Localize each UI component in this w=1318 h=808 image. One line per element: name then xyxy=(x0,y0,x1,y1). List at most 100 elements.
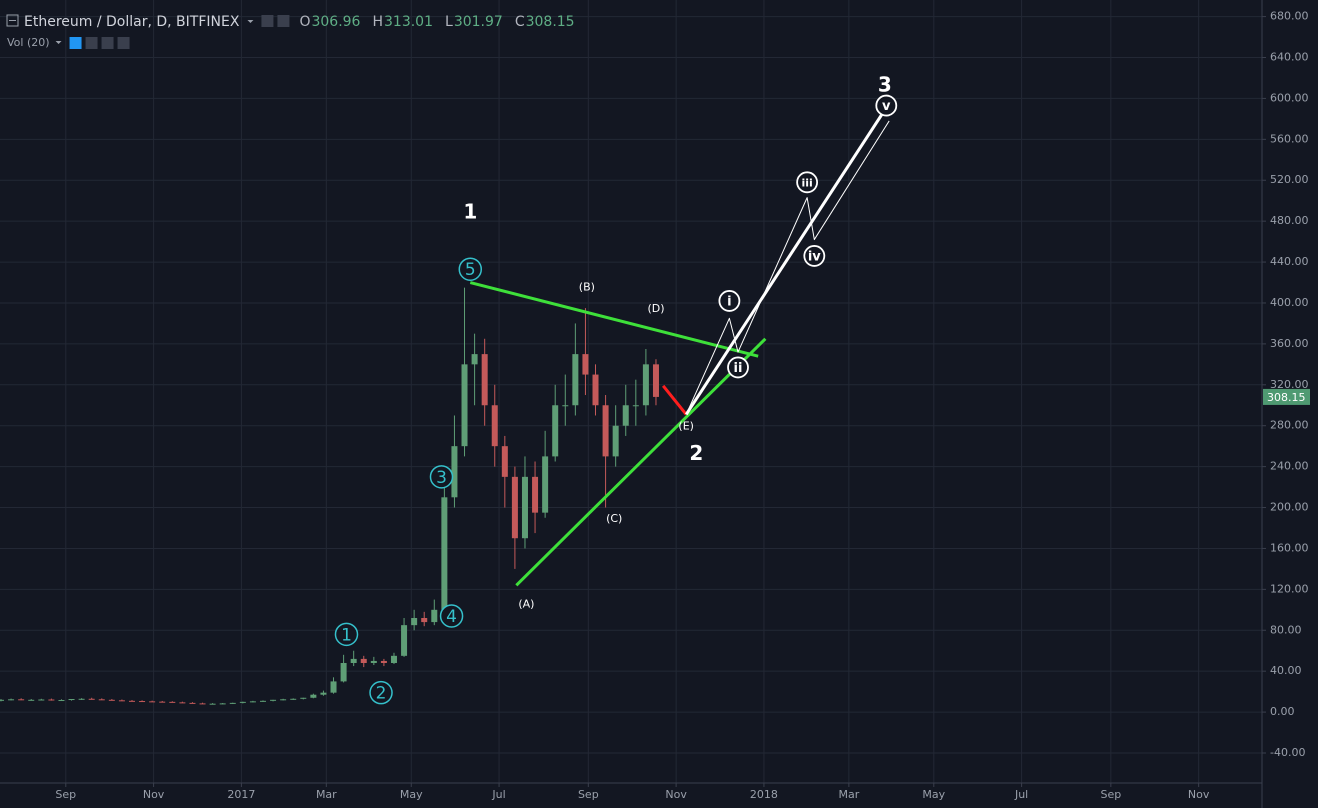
y-tick-label: -40.00 xyxy=(1270,746,1305,759)
candle-body xyxy=(521,476,528,539)
ohlc-key: L xyxy=(445,14,453,30)
candle-body xyxy=(58,700,65,702)
wave-label: 5 xyxy=(465,260,476,280)
wave-label: (C) xyxy=(606,512,622,525)
candle-body xyxy=(199,703,206,705)
header-icon[interactable] xyxy=(261,15,274,27)
candle-body xyxy=(108,699,115,701)
y-tick-label: 120.00 xyxy=(1270,582,1309,595)
y-tick-label: 560.00 xyxy=(1270,132,1309,145)
candle-body xyxy=(612,425,619,457)
indicator-icon[interactable] xyxy=(117,37,130,49)
trend-line xyxy=(515,337,767,587)
candle-body xyxy=(451,446,458,498)
x-tick-label: Sep xyxy=(55,788,76,801)
x-tick-label: Jul xyxy=(491,788,505,801)
y-tick-label: 680.00 xyxy=(1270,10,1309,23)
y-tick-label: 600.00 xyxy=(1270,91,1309,104)
wave-label: (D) xyxy=(647,302,664,315)
wave-circle xyxy=(796,171,819,194)
y-tick-label: 280.00 xyxy=(1270,419,1309,432)
candle-body xyxy=(149,701,156,703)
symbol: Ethereum / Dollar, D, BITFINEX xyxy=(24,14,240,30)
candle-body xyxy=(532,476,539,513)
candle-body xyxy=(139,701,146,703)
candle-body xyxy=(592,374,599,406)
wave-degree-label: 2 xyxy=(689,441,703,465)
candle-body xyxy=(632,405,639,407)
candle-body xyxy=(602,405,609,457)
x-tick-label: 2018 xyxy=(750,788,778,801)
candle-body xyxy=(8,699,15,701)
candle-body xyxy=(471,354,478,365)
x-tick-label: Mar xyxy=(316,788,337,801)
candle-body xyxy=(511,476,518,539)
wave-label: ii xyxy=(734,361,743,376)
y-tick-label: 200.00 xyxy=(1270,501,1309,514)
candle-body xyxy=(491,405,498,447)
y-tick-label: 360.00 xyxy=(1270,337,1309,350)
wave-label: v xyxy=(882,99,891,114)
x-tick-label: Nov xyxy=(665,788,687,801)
x-tick-label: May xyxy=(400,788,423,801)
candle-body xyxy=(441,497,448,610)
candle-body xyxy=(270,699,277,701)
candle-body xyxy=(209,703,216,705)
wave-circle xyxy=(727,356,749,379)
candle-body xyxy=(622,405,629,426)
wave-label: i xyxy=(727,294,731,309)
candle-body xyxy=(431,609,438,623)
candle-body xyxy=(169,701,176,703)
candle-body xyxy=(481,354,488,406)
last-price-label: 308.15 xyxy=(1267,391,1306,404)
candle-body xyxy=(642,364,649,406)
candle-body xyxy=(88,698,95,700)
candle-body xyxy=(259,700,266,702)
y-tick-label: 640.00 xyxy=(1270,51,1309,64)
candle-body xyxy=(501,446,508,477)
wave-degree-label: 3 xyxy=(878,73,892,97)
candle-body xyxy=(552,405,559,457)
candle-body xyxy=(411,617,418,626)
candle-body xyxy=(219,703,226,705)
x-tick-label: Jul xyxy=(1014,788,1028,801)
wave-circle xyxy=(875,94,898,117)
trend-line xyxy=(662,384,688,416)
candle-body xyxy=(320,692,327,695)
x-tick-label: May xyxy=(922,788,945,801)
candle-body xyxy=(280,699,287,701)
ohlc-value: 306.96 xyxy=(311,14,360,30)
last-price-tag xyxy=(1263,388,1310,405)
ohlc-value: 313.01 xyxy=(384,14,433,30)
indicator-icon[interactable] xyxy=(85,37,98,49)
candle-body xyxy=(421,617,428,623)
header-icon[interactable] xyxy=(277,15,290,27)
collapse-icon[interactable] xyxy=(6,14,19,27)
candle-body xyxy=(330,681,337,693)
indicator-icon[interactable] xyxy=(69,37,82,49)
wave-label: 4 xyxy=(446,607,457,627)
candle-body xyxy=(48,699,55,701)
x-tick-label: Nov xyxy=(143,788,165,801)
wave-label: 2 xyxy=(376,684,387,704)
dropdown-arrow[interactable] xyxy=(247,20,254,23)
candle-body xyxy=(542,456,549,513)
candle-body xyxy=(300,697,307,699)
dropdown-arrow[interactable] xyxy=(55,41,62,44)
wave-circle xyxy=(334,622,359,647)
y-tick-label: 480.00 xyxy=(1270,214,1309,227)
wave-label: iv xyxy=(808,249,821,264)
ohlc-value: 308.15 xyxy=(526,14,575,30)
y-tick-label: 520.00 xyxy=(1270,173,1309,186)
candle-body xyxy=(38,699,45,701)
ohlc-key: H xyxy=(372,14,383,30)
x-tick-label: 2017 xyxy=(227,788,255,801)
wave-circle xyxy=(803,245,826,267)
wave-label: 3 xyxy=(436,468,447,488)
indicator-icon[interactable] xyxy=(101,37,114,49)
trend-line xyxy=(684,106,888,416)
trend-line xyxy=(685,120,890,415)
wave-circle xyxy=(718,290,741,312)
